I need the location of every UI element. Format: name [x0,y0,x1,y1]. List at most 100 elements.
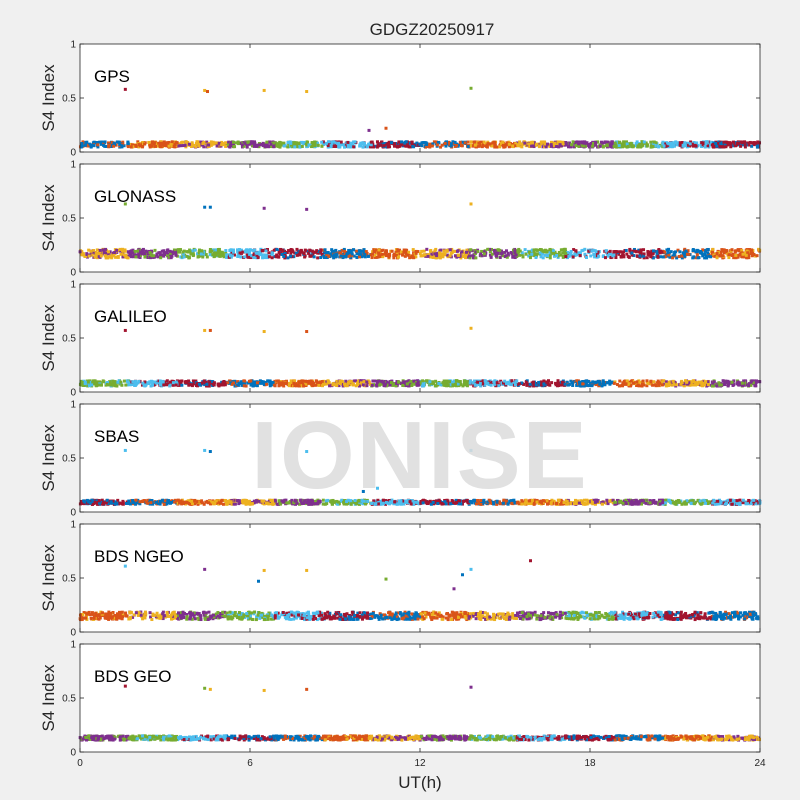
data-point [617,144,621,148]
data-point [733,144,737,148]
data-point [298,145,302,149]
data-point [382,144,386,148]
data-point [151,255,155,259]
data-point [325,382,329,386]
data-point [466,145,470,149]
data-point [346,144,350,148]
data-point [347,254,351,258]
data-point [260,253,264,257]
data-point [359,381,363,385]
data-point [98,248,102,252]
outlier-point [384,126,388,130]
data-point [546,142,550,146]
data-point [251,248,255,252]
data-point [138,144,142,148]
data-point [343,384,347,388]
data-point [747,502,751,506]
data-point [321,384,325,388]
data-point [613,380,617,384]
data-point [212,381,216,385]
data-point [558,383,562,387]
data-point [351,143,355,147]
data-point [572,145,576,149]
data-point [370,383,374,387]
data-point [422,249,426,253]
data-point [127,250,131,254]
data-point [370,256,374,260]
data-point [189,252,193,256]
data-point [586,379,590,383]
data-point [113,250,117,254]
data-point [493,145,497,149]
data-point [84,254,88,258]
data-point [140,252,144,256]
data-point [669,380,673,384]
data-point [116,255,120,259]
data-point [266,379,270,383]
data-point [555,253,559,257]
data-point [511,144,515,148]
data-point [361,145,365,149]
data-point [95,383,99,387]
data-point [286,145,290,149]
data-point [399,382,403,386]
data-point [420,382,424,386]
data-point [414,143,418,147]
data-point [754,141,758,145]
data-point [396,255,400,259]
data-point [384,249,388,253]
data-point [376,143,380,147]
data-point [272,141,276,145]
data-point [242,384,246,388]
data-point [124,255,128,259]
data-point [325,251,329,255]
data-point [460,140,464,144]
data-point [750,144,754,148]
data-point [431,380,435,384]
data-point [625,140,629,144]
data-point [271,380,275,384]
data-point [212,250,216,254]
data-point [331,383,335,387]
data-point [178,379,182,383]
data-point [618,379,622,383]
data-point [358,252,362,256]
data-point [158,254,162,258]
data-point [309,379,313,383]
data-point [601,145,605,149]
data-point [308,248,312,252]
data-point [490,247,494,251]
data-point [682,252,686,256]
data-point [300,379,304,383]
data-point [428,255,432,259]
data-point [334,255,338,259]
data-point [313,144,317,148]
data-point [150,144,154,148]
data-point [165,141,169,145]
data-point [376,382,380,386]
data-point [582,384,586,388]
data-point [598,380,602,384]
data-point [493,251,497,255]
data-point [274,255,278,259]
data-point [558,143,562,147]
data-point [104,251,108,255]
data-point [174,383,178,387]
data-point [472,144,476,148]
data-point [607,252,611,256]
data-point [506,251,510,255]
data-point [137,252,141,256]
data-point [265,253,269,257]
data-point [402,248,406,252]
data-point [159,256,163,260]
data-point [312,255,316,259]
data-point [700,252,704,256]
data-point [637,250,641,254]
data-point [162,249,166,253]
data-point [409,379,413,383]
data-point [478,381,482,385]
data-point [569,249,573,253]
data-point [92,144,96,148]
data-point [352,140,356,144]
data-point [187,383,191,387]
